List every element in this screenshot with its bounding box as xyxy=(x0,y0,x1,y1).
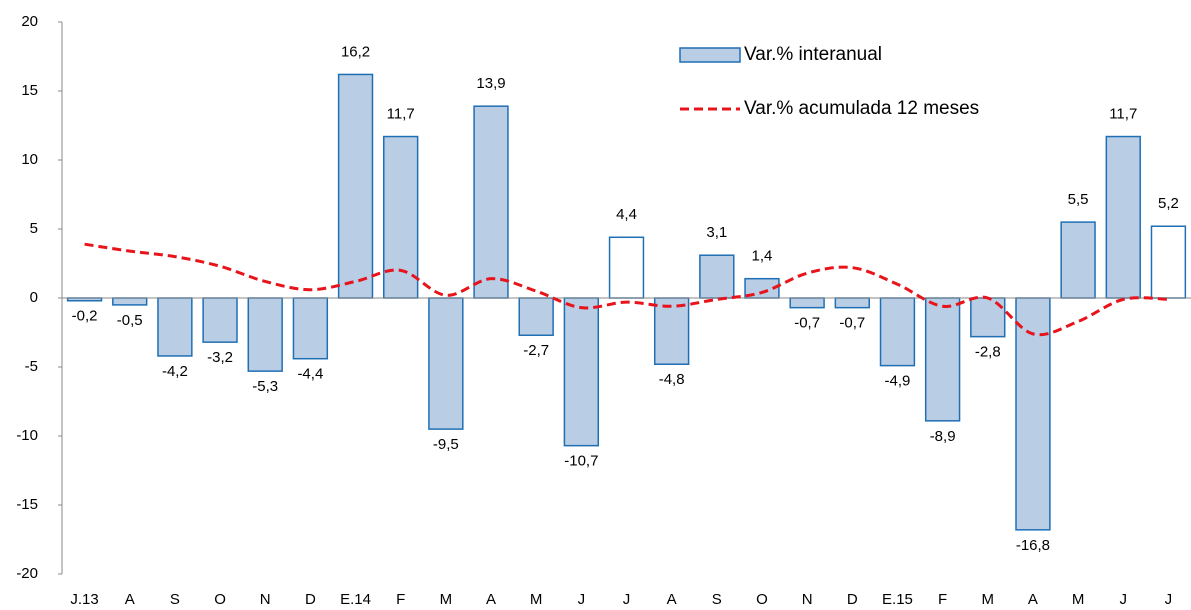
bar xyxy=(1015,297,1051,531)
x-tick-label: F xyxy=(396,591,405,608)
data-label: 5,2 xyxy=(1158,195,1179,212)
line xyxy=(84,242,1169,337)
data-label: -4,8 xyxy=(659,371,685,388)
bar xyxy=(518,297,554,337)
bar xyxy=(834,297,870,309)
y-tick-label: -10 xyxy=(16,427,38,444)
x-tick-label: J xyxy=(623,591,631,608)
bar xyxy=(1150,225,1187,299)
x-tick-label: M xyxy=(530,591,543,608)
y-tick-label: 5 xyxy=(30,220,38,237)
x-tick-label: J xyxy=(1165,591,1173,608)
y-tick-label: -15 xyxy=(16,496,38,513)
bar xyxy=(1060,221,1096,299)
y-tick-label: -5 xyxy=(25,358,38,375)
data-label: -9,5 xyxy=(433,436,459,453)
legend-label: Var.% interanual xyxy=(744,44,882,65)
bar xyxy=(247,297,283,372)
x-tick-label: F xyxy=(938,591,947,608)
data-label: -0,7 xyxy=(794,315,820,332)
data-label: 3,1 xyxy=(706,224,727,241)
x-tick-label: M xyxy=(440,591,453,608)
data-label: -4,9 xyxy=(885,373,911,390)
bar xyxy=(157,297,193,357)
bar xyxy=(337,73,374,299)
bar xyxy=(608,236,645,299)
bar xyxy=(473,105,509,299)
y-tick-label: -20 xyxy=(16,565,38,582)
x-tick-label: M xyxy=(1072,591,1085,608)
data-label: -16,8 xyxy=(1016,537,1050,554)
x-tick-label: J xyxy=(1120,591,1128,608)
x-tick-label: J xyxy=(578,591,586,608)
legend-swatch xyxy=(679,47,741,63)
bar xyxy=(202,297,238,343)
y-tick-label: 20 xyxy=(21,13,38,30)
x-tick-label: O xyxy=(756,591,768,608)
data-label: 11,7 xyxy=(387,106,415,123)
data-label: 5,5 xyxy=(1068,191,1089,208)
bar xyxy=(112,297,148,306)
data-label: -0,5 xyxy=(117,312,143,329)
bar xyxy=(924,297,961,422)
data-label: 11,7 xyxy=(1109,106,1137,123)
data-label: -0,2 xyxy=(72,308,98,325)
x-tick-label: N xyxy=(802,591,813,608)
data-label: -0,7 xyxy=(839,315,865,332)
data-label: -2,7 xyxy=(523,342,549,359)
bar xyxy=(428,297,464,430)
bar xyxy=(292,297,329,360)
x-tick-label: A xyxy=(486,591,496,608)
data-label: -8,9 xyxy=(930,428,956,445)
data-label: -3,2 xyxy=(207,349,233,366)
data-label: -4,4 xyxy=(297,366,323,383)
data-label: -4,2 xyxy=(162,363,188,380)
y-tick-label: 15 xyxy=(21,82,38,99)
bar xyxy=(1105,135,1141,299)
x-tick-label: E.14 xyxy=(340,591,371,608)
bar xyxy=(879,297,916,367)
legend-label: Var.% acumulada 12 meses xyxy=(744,98,979,119)
x-tick-label: S xyxy=(712,591,722,608)
data-label: -5,3 xyxy=(252,378,278,395)
bar xyxy=(699,254,735,299)
bar xyxy=(789,297,825,309)
data-label: 1,4 xyxy=(752,248,773,265)
y-tick-label: 0 xyxy=(30,289,38,306)
x-tick-label: A xyxy=(1028,591,1038,608)
x-tick-label: N xyxy=(260,591,271,608)
bar xyxy=(653,297,690,365)
x-tick-label: O xyxy=(214,591,226,608)
y-tick-label: 10 xyxy=(21,151,38,168)
x-tick-label: A xyxy=(125,591,135,608)
data-label: 16,2 xyxy=(341,43,370,60)
data-label: -10,7 xyxy=(564,453,598,470)
x-tick-label: E.15 xyxy=(882,591,913,608)
x-tick-label: D xyxy=(847,591,858,608)
x-tick-label: M xyxy=(982,591,995,608)
data-label: -2,8 xyxy=(975,344,1001,361)
x-tick-label: A xyxy=(667,591,677,608)
data-label: 13,9 xyxy=(476,75,505,92)
x-tick-label: S xyxy=(170,591,180,608)
x-tick-label: J.13 xyxy=(70,591,98,608)
x-tick-label: D xyxy=(305,591,316,608)
bar xyxy=(563,297,600,447)
data-label: 4,4 xyxy=(616,206,637,223)
